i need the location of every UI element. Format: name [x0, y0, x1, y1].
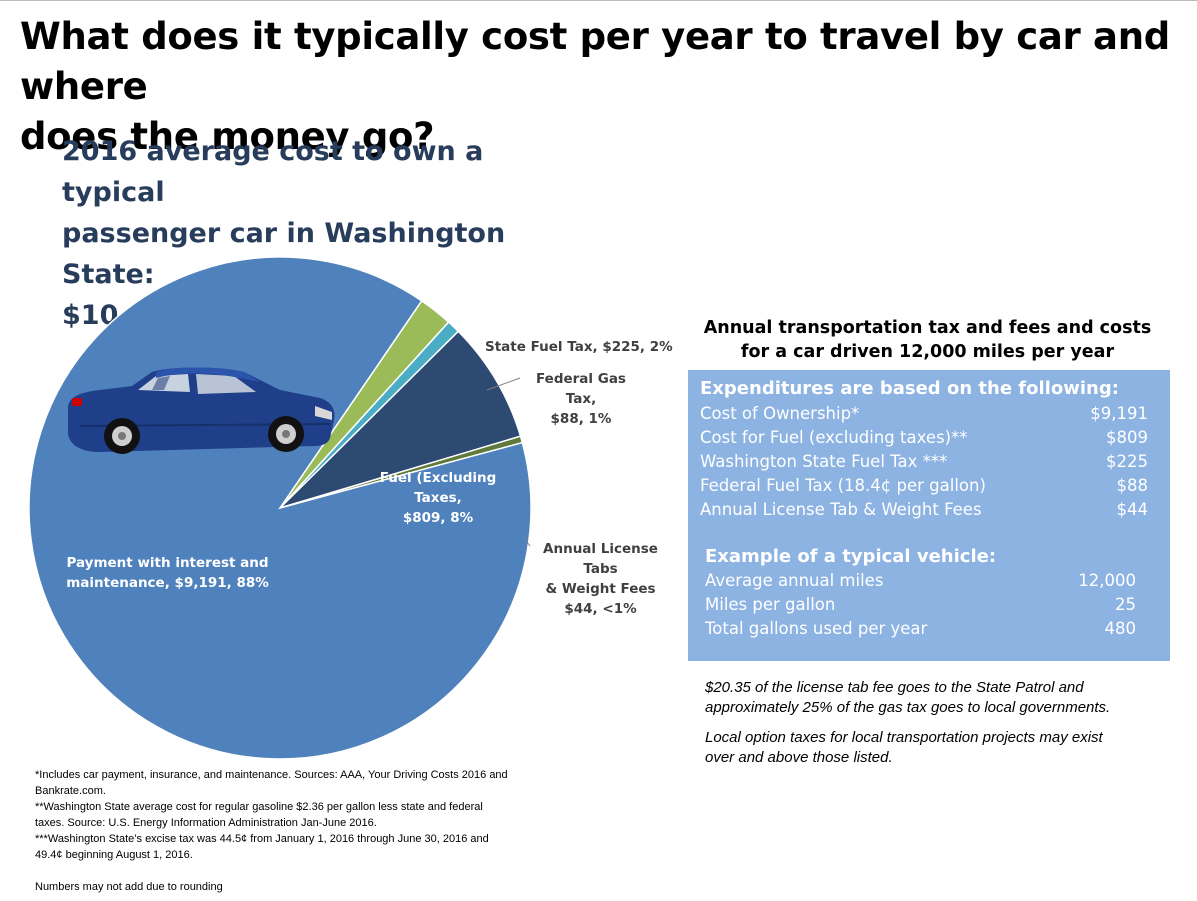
title-line-1: What does it typically cost per year to …	[20, 15, 1170, 108]
label-license: Annual License Tabs & Weight Fees $44, <…	[528, 539, 673, 619]
table-heading-line-1: Annual transportation tax and fees and c…	[703, 318, 1152, 338]
table-heading: Annual transportation tax and fees and c…	[695, 316, 1160, 364]
expenditure-label: Cost of Ownership*	[700, 404, 860, 423]
expenditure-label: Washington State Fuel Tax ***	[700, 452, 948, 471]
label-federal-line-2: $88, 1%	[550, 411, 612, 427]
note-2-line-2: over and above those listed.	[705, 749, 893, 766]
subtitle-line-1: 2016 average cost to own a typical	[62, 136, 484, 208]
label-payment-line-1: Payment with interest and	[66, 555, 269, 571]
label-payment-line-2: maintenance, $9,191, 88%	[66, 575, 269, 591]
example-value: 480	[1104, 619, 1137, 638]
expenditure-value: $809	[1106, 428, 1148, 447]
expenditure-label: Federal Fuel Tax (18.4¢ per gallon)	[700, 476, 986, 495]
expenditure-value: $9,191	[1090, 404, 1148, 423]
example-label: Miles per gallon	[705, 595, 836, 614]
expenditure-label: Cost for Fuel (excluding taxes)**	[700, 428, 968, 447]
subtitle-line-2: passenger car in Washington State:	[62, 218, 506, 290]
label-fuel-line-2: $809, 8%	[402, 510, 474, 526]
label-license-line-3: $44, <1%	[564, 601, 637, 617]
note-1-line-2: approximately 25% of the gas tax goes to…	[705, 699, 1111, 716]
leader-line-federal	[486, 377, 521, 391]
label-federal-line-1: Federal Gas Tax,	[536, 371, 626, 407]
label-license-line-2: & Weight Fees	[545, 581, 656, 597]
car-icon	[68, 367, 335, 454]
footnote-1-line-1: *Includes car payment, insurance, and ma…	[35, 769, 508, 781]
note-license-gas-tax: $20.35 of the license tab fee goes to th…	[705, 678, 1175, 718]
slice-fuel	[279, 330, 522, 509]
example-value: 25	[1115, 595, 1136, 614]
label-state-fuel: State Fuel Tax, $225, 2%	[485, 339, 673, 355]
page-title: What does it typically cost per year to …	[20, 12, 1180, 162]
expenditures-title: Expenditures are based on the following:	[700, 378, 1119, 399]
example-value: 12,000	[1078, 571, 1136, 590]
expenditure-value: $88	[1116, 476, 1149, 495]
footnote-2-line-1: **Washington State average cost for regu…	[35, 801, 483, 813]
label-federal: Federal Gas Tax, $88, 1%	[520, 369, 642, 429]
leader-line-license	[523, 537, 531, 547]
footnote-3-line-2: 49.4¢ beginning August 1, 2016.	[35, 849, 193, 861]
expenditure-value: $44	[1116, 500, 1149, 519]
footnote-rounding: Numbers may not add due to rounding	[35, 881, 223, 893]
label-payment: Payment with interest and maintenance, $…	[60, 553, 275, 593]
note-2-line-1: Local option taxes for local transportat…	[705, 729, 1103, 746]
title-line-2: does the money go?	[20, 115, 435, 158]
label-fuel-line-1: Fuel (Excluding Taxes,	[379, 470, 497, 506]
note-1-line-1: $20.35 of the license tab fee goes to th…	[705, 679, 1084, 696]
example-label: Average annual miles	[705, 571, 884, 590]
expenditure-value: $225	[1106, 452, 1148, 471]
footnote-2-line-2: taxes. Source: U.S. Energy Information A…	[35, 817, 377, 829]
cost-breakdown-panel: Expenditures are based on the following:…	[688, 370, 1170, 661]
example-label: Total gallons used per year	[705, 619, 928, 638]
note-local-option-taxes: Local option taxes for local transportat…	[705, 728, 1175, 768]
footnote-3-line-1: ***Washington State’s excise tax was 44.…	[35, 833, 489, 845]
table-heading-line-2: for a car driven 12,000 miles per year	[740, 342, 1115, 362]
footnote-1-line-2: Bankrate.com.	[35, 785, 106, 797]
label-fuel: Fuel (Excluding Taxes, $809, 8%	[358, 468, 518, 528]
label-license-line-1: Annual License Tabs	[543, 541, 658, 577]
expenditure-label: Annual License Tab & Weight Fees	[700, 500, 982, 519]
top-rule	[0, 0, 1197, 1]
example-title: Example of a typical vehicle:	[705, 546, 997, 567]
leader-lines	[486, 377, 531, 547]
footnotes: *Includes car payment, insurance, and ma…	[35, 767, 575, 863]
